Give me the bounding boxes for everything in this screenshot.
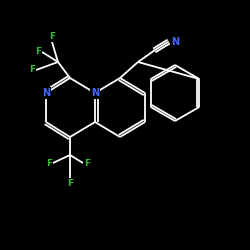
Text: F: F bbox=[46, 158, 52, 168]
Text: F: F bbox=[29, 66, 35, 74]
Text: F: F bbox=[35, 48, 41, 56]
Text: F: F bbox=[67, 179, 73, 188]
Text: N: N bbox=[91, 88, 99, 98]
Text: F: F bbox=[49, 32, 55, 41]
Text: N: N bbox=[171, 37, 179, 47]
Text: N: N bbox=[42, 88, 50, 98]
Text: F: F bbox=[84, 158, 90, 168]
